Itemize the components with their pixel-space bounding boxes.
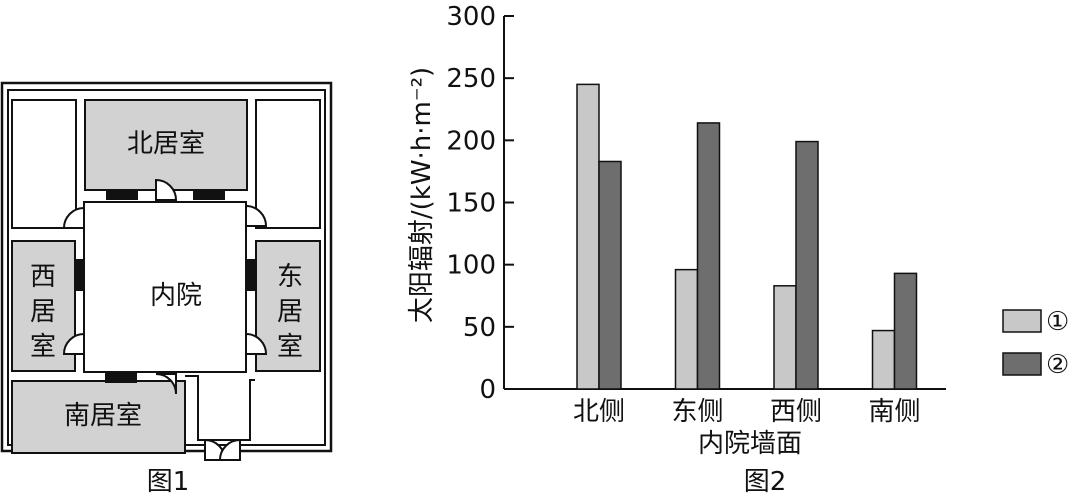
- legend-swatch: [1002, 352, 1042, 376]
- bar-2-4: [893, 272, 918, 390]
- door-exit-right: [218, 438, 241, 461]
- north-room-label: 北居室: [127, 129, 205, 159]
- x-tick-label: 北侧: [573, 397, 625, 427]
- door-east: [245, 332, 268, 355]
- bar-2-1: [598, 160, 622, 390]
- northwest-room: [11, 99, 77, 229]
- y-tick-label: 0: [479, 375, 496, 405]
- legend-label: ②: [1046, 350, 1069, 380]
- figure1-caption: 图1: [147, 467, 190, 497]
- bar-1-3: [773, 285, 797, 390]
- x-tick-label: 南侧: [868, 397, 920, 427]
- y-tick-label: 300: [446, 2, 496, 32]
- window-north-right: [193, 190, 225, 200]
- door-west: [62, 332, 85, 355]
- bar-1-1: [576, 83, 600, 390]
- y-tick-label: 250: [446, 64, 496, 94]
- y-tick-label: 50: [463, 313, 496, 343]
- window-south: [105, 373, 137, 383]
- x-tick-label: 西侧: [770, 397, 822, 427]
- window-east: [246, 259, 256, 291]
- bar-chart: 0 50 100 150 200 250 300 北侧 东侧 西侧 南侧 太阳辐射/(kW·h·m…: [407, 2, 1069, 497]
- door-northwest: [62, 206, 85, 229]
- passage-wall: [185, 375, 255, 441]
- south-room: [11, 380, 186, 454]
- x-tick-label: 东侧: [671, 397, 723, 427]
- y-axis-label: 太阳辐射/(kW·h·m⁻²): [407, 67, 437, 323]
- south-room-label: 南居室: [64, 401, 142, 431]
- bar-1-2: [674, 268, 699, 390]
- north-room: [84, 99, 248, 191]
- x-axis-label: 内院墙面: [698, 429, 802, 459]
- door-northeast: [245, 204, 268, 227]
- bar-1-4: [871, 329, 896, 390]
- east-room-label-3: 室: [277, 332, 303, 362]
- x-tick-labels: 北侧 东侧 西侧 南侧: [573, 397, 921, 427]
- northeast-room: [255, 99, 321, 229]
- bars: [576, 83, 918, 390]
- y-ticks: 0 50 100 150 200 250 300: [446, 2, 514, 405]
- legend: ①②: [1002, 307, 1069, 380]
- bar-2-3: [795, 140, 819, 390]
- west-room-label-1: 西: [30, 262, 56, 292]
- east-room-label-2: 居: [277, 297, 303, 327]
- bar-2-2: [696, 122, 721, 390]
- west-room-label-3: 室: [30, 332, 56, 362]
- y-tick-label: 150: [446, 189, 496, 219]
- floor-plan: 北居室 西 居 室 东 居 室 南居室 内院 图1: [0, 81, 333, 497]
- window-west: [75, 259, 85, 291]
- legend-swatch: [1002, 309, 1042, 333]
- door-south: [155, 373, 177, 395]
- y-tick-label: 100: [446, 251, 496, 281]
- courtyard-label: 内院: [150, 281, 202, 311]
- figure2-caption: 图2: [744, 467, 787, 497]
- y-tick-label: 200: [446, 126, 496, 156]
- west-room-label-2: 居: [30, 297, 56, 327]
- door-north: [155, 178, 178, 201]
- window-north-left: [106, 190, 138, 200]
- east-room-label-1: 东: [277, 262, 303, 292]
- legend-label: ①: [1046, 307, 1069, 337]
- east-room: [255, 240, 321, 372]
